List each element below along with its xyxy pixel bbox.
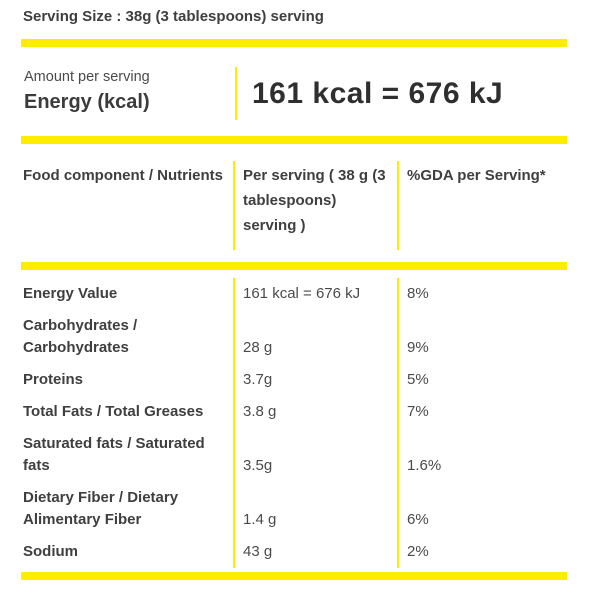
header-food-component: Food component / Nutrients	[23, 167, 223, 184]
per-serving-value: 161 kcal = 676 kJ	[233, 278, 397, 310]
nutrient-name: Sodium	[23, 543, 78, 560]
gda-value: 5%	[397, 364, 567, 396]
table-row: Total Fats / Total Greases 3.8 g 7%	[21, 396, 567, 428]
energy-value: 161 kcal = 676 kJ	[252, 76, 504, 110]
nutrient-name: Energy Value	[23, 285, 118, 302]
divider-bar-energy	[21, 136, 567, 144]
energy-kcal-label: Energy (kcal)	[24, 91, 150, 113]
table-row: Saturated fats / Saturated fats 3.5g 1.6%	[21, 428, 567, 482]
nutrition-label: Serving Size : 38g (3 tablespoons) servi…	[21, 0, 567, 580]
serving-size-title: Serving Size : 38g (3 tablespoons) servi…	[23, 8, 324, 25]
divider-bar-bottom	[21, 572, 567, 580]
per-serving-value: 1.4 g	[233, 482, 397, 536]
gda-value: 7%	[397, 396, 567, 428]
table-row: Proteins 3.7g 5%	[21, 364, 567, 396]
nutrient-name: Carbohydrates / Carbohydrates	[23, 317, 138, 356]
per-serving-value: 3.5g	[233, 428, 397, 482]
per-serving-value: 28 g	[233, 310, 397, 364]
per-serving-value: 3.7g	[233, 364, 397, 396]
table-row: Carbohydrates / Carbohydrates 28 g 9%	[21, 310, 567, 364]
nutrient-name: Proteins	[23, 371, 84, 388]
nutrient-name: Dietary Fiber / Dietary Alimentary Fiber	[23, 489, 179, 528]
divider-bar-top	[21, 39, 567, 47]
gda-value: 2%	[397, 536, 567, 568]
nutrient-rows: Energy Value 161 kcal = 676 kJ 8% Carbohydr…	[21, 278, 567, 568]
table-row: Sodium 43 g 2%	[21, 536, 567, 568]
gda-value: 1.6%	[397, 428, 567, 482]
table-row: Energy Value 161 kcal = 676 kJ 8%	[21, 278, 567, 310]
gda-value: 8%	[397, 278, 567, 310]
table-header-row: Food component / Nutrients Per serving (…	[21, 161, 567, 250]
energy-label-block: Amount per serving Energy (kcal)	[21, 67, 237, 120]
gda-value: 9%	[397, 310, 567, 364]
per-serving-value: 3.8 g	[233, 396, 397, 428]
per-serving-value: 43 g	[233, 536, 397, 568]
nutrient-name: Total Fats / Total Greases	[23, 403, 204, 420]
energy-summary-section: Amount per serving Energy (kcal) 161 kca…	[21, 67, 567, 120]
amount-per-serving-label: Amount per serving	[24, 69, 150, 85]
header-per-serving: Per serving ( 38 g (3 tablespoons) servi…	[233, 161, 397, 250]
divider-bar-header	[21, 262, 567, 270]
header-gda-per-serving: %GDA per Serving*	[397, 161, 567, 250]
gda-value: 6%	[397, 482, 567, 536]
table-row: Dietary Fiber / Dietary Alimentary Fiber…	[21, 482, 567, 536]
nutrient-name: Saturated fats / Saturated fats	[23, 435, 205, 474]
